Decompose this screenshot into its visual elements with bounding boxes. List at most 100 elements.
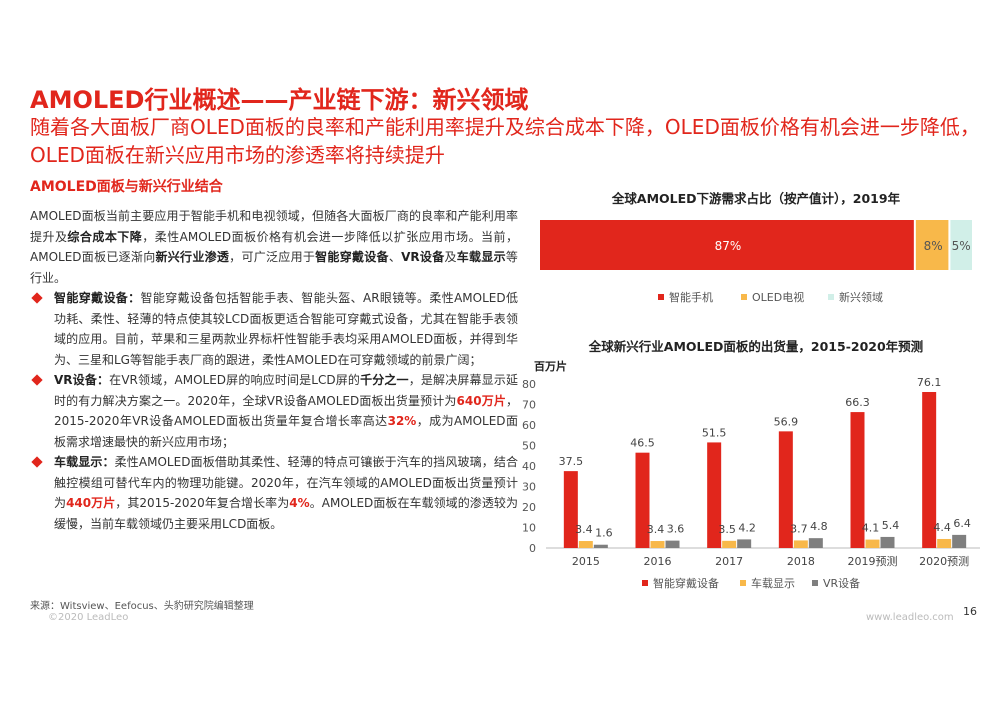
bar-value-label: 3.6 bbox=[667, 523, 685, 536]
share-bar-segment bbox=[540, 220, 914, 270]
y-unit-label: 百万片 bbox=[534, 359, 567, 373]
section-heading: AMOLED面板与新兴行业结合 bbox=[30, 179, 223, 195]
y-tick-label: 60 bbox=[522, 419, 536, 432]
bullet-highlight: 32% bbox=[387, 414, 417, 428]
legend-label: 车载显示 bbox=[751, 576, 795, 590]
copyright: ©2020 LeadLeo bbox=[48, 612, 129, 623]
y-tick-label: 20 bbox=[522, 501, 536, 514]
page-title: AMOLED行业概述——产业链下游：新兴领域 bbox=[30, 86, 529, 114]
legend-label: 智能手机 bbox=[669, 290, 713, 304]
bar-1 bbox=[793, 540, 808, 548]
bar-value-label: 1.6 bbox=[595, 527, 613, 540]
body-text: AMOLED面板当前主要应用于智能手机和电视领域，但随各大面板厂商的良率和产能利… bbox=[30, 206, 518, 534]
y-tick-label: 30 bbox=[522, 481, 536, 494]
bar-0 bbox=[778, 431, 793, 548]
legend-swatch bbox=[658, 294, 664, 300]
diamond-bullet-icon bbox=[31, 292, 43, 304]
share-segment-label: 5% bbox=[952, 239, 971, 253]
legend-swatch bbox=[740, 580, 746, 586]
shipment-chart-title: 全球新兴行业AMOLED面板的出货量，2015-2020年预测 bbox=[588, 339, 924, 354]
bullet-label: 智能穿戴设备： bbox=[54, 291, 141, 305]
share-segment-label: 87% bbox=[715, 239, 742, 253]
bar-2 bbox=[952, 534, 967, 548]
bullet-label: 车载显示： bbox=[54, 455, 115, 469]
share-bar-segment bbox=[950, 220, 972, 270]
y-tick-label: 10 bbox=[522, 522, 536, 535]
bar-0 bbox=[563, 471, 578, 548]
bar-0 bbox=[850, 412, 865, 548]
bar-value-label: 4.4 bbox=[933, 521, 951, 534]
diamond-bullet-icon bbox=[31, 374, 43, 386]
share-bar-segment bbox=[915, 220, 949, 270]
bullet-highlight: 640万片 bbox=[456, 393, 506, 408]
legend-swatch bbox=[828, 294, 834, 300]
bullet-text: 。AMOLED面板在车载领域的渗透较为缓慢，当前车载领域仍主要采用LCD面板。 bbox=[54, 496, 518, 531]
bullet-text: 柔性AMOLED面板借助其柔性、轻薄的特点可镶嵌于汽车的挡风玻璃，结合触控模组可… bbox=[54, 455, 518, 510]
bar-value-label: 3.4 bbox=[575, 523, 593, 536]
bar-1 bbox=[865, 539, 880, 548]
share-segment-label: 8% bbox=[924, 239, 943, 253]
bar-2 bbox=[808, 538, 823, 548]
legend-swatch bbox=[642, 580, 648, 586]
x-tick-label: 2016 bbox=[644, 555, 672, 568]
share-chart: 87% 8% 5% 智能手机 OLED电视 新兴领域 bbox=[540, 220, 972, 304]
bar-2 bbox=[665, 540, 680, 548]
intro-bold-3: 智能穿戴设备 bbox=[315, 250, 389, 264]
bar-value-label: 4.2 bbox=[738, 521, 756, 534]
y-tick-label: 40 bbox=[522, 460, 536, 473]
source-note: 来源：Witsview、Eefocus、头豹研究院编辑整理 bbox=[30, 601, 254, 612]
bar-value-label: 3.7 bbox=[790, 522, 808, 535]
bullet-automotive: 车载显示：柔性AMOLED面板借助其柔性、轻薄的特点可镶嵌于汽车的挡风玻璃，结合… bbox=[30, 452, 518, 534]
intro-bold-1: 综合成本下降 bbox=[67, 229, 143, 244]
bar-value-label: 4.8 bbox=[810, 520, 828, 533]
bar-value-label: 66.3 bbox=[845, 396, 870, 409]
bullet-wearables: 智能穿戴设备：智能穿戴设备包括智能手表、智能头盔、AR眼镜等。柔性AMOLED低… bbox=[30, 288, 518, 370]
bar-2 bbox=[737, 539, 752, 548]
bar-value-label: 5.4 bbox=[882, 519, 900, 532]
bar-value-label: 76.1 bbox=[917, 376, 942, 389]
intro-text-3: ，可广泛应用于 bbox=[229, 250, 316, 264]
bar-0 bbox=[922, 391, 937, 548]
y-tick-label: 0 bbox=[529, 542, 536, 555]
diamond-bullet-icon bbox=[31, 456, 43, 468]
share-chart-title: 全球AMOLED下游需求占比（按产值计），2019年 bbox=[611, 191, 901, 206]
bar-2 bbox=[593, 544, 608, 548]
intro-text-1: AMOLED面板当前主要应用于智能手机和电视领域，但随各大面板厂商的良率和产能利… bbox=[30, 209, 518, 244]
y-tick-label: 70 bbox=[522, 399, 536, 412]
intro-sep-1: 、 bbox=[388, 250, 402, 264]
legend-swatch bbox=[812, 580, 818, 586]
bar-1 bbox=[578, 541, 593, 548]
y-tick-label: 50 bbox=[522, 440, 536, 453]
bullet-text: 在VR领域，AMOLED屏的响应时间是LCD屏的 bbox=[109, 373, 361, 387]
bar-value-label: 51.5 bbox=[702, 426, 727, 439]
bar-value-label: 4.1 bbox=[862, 522, 880, 535]
bullet-highlight: 440万片 bbox=[66, 496, 116, 510]
bar-value-label: 3.4 bbox=[647, 523, 665, 536]
bar-1 bbox=[937, 538, 952, 548]
bullet-highlight: 4% bbox=[289, 496, 310, 510]
intro-bold-2: 新兴行业渗透 bbox=[155, 250, 230, 264]
bullet-label: VR设备： bbox=[54, 373, 110, 387]
bar-0 bbox=[707, 442, 722, 548]
bar-value-label: 56.9 bbox=[774, 415, 799, 428]
bar-value-label: 3.5 bbox=[718, 523, 736, 536]
bullet-text: ，2015-2020年VR设备AMOLED面板出货量年复合增长率高达 bbox=[54, 393, 518, 429]
intro-bold-5: 车载显示 bbox=[456, 250, 506, 264]
intro-text-2: ，柔性AMOLED面板价格有机会进一步降低以扩张应用市场。当前，AMOLED面板… bbox=[30, 229, 518, 265]
bar-value-label: 46.5 bbox=[630, 437, 655, 450]
intro-paragraph: AMOLED面板当前主要应用于智能手机和电视领域，但随各大面板厂商的良率和产能利… bbox=[30, 206, 518, 288]
x-tick-label: 2015 bbox=[572, 555, 600, 568]
bullet-bold: 千分之一 bbox=[360, 373, 409, 387]
bullet-text: ，其2015-2020年复合增长率为 bbox=[115, 496, 290, 510]
bar-1 bbox=[650, 541, 665, 548]
intro-bold-4: VR设备 bbox=[401, 250, 445, 264]
bar-2 bbox=[880, 536, 895, 548]
bullet-text: ，是解决屏幕显示延时的有力解决方案之一。2020年，全球VR设备AMOLED面板… bbox=[54, 373, 518, 408]
legend-label: 智能穿戴设备 bbox=[653, 576, 719, 590]
intro-sep-2: 及 bbox=[444, 250, 457, 264]
bar-value-label: 6.4 bbox=[953, 517, 971, 530]
legend-label: VR设备 bbox=[823, 576, 860, 590]
bar-0 bbox=[635, 452, 650, 548]
bullet-text: ，成为AMOLED面板需求增速最快的新兴应用市场； bbox=[54, 414, 518, 449]
